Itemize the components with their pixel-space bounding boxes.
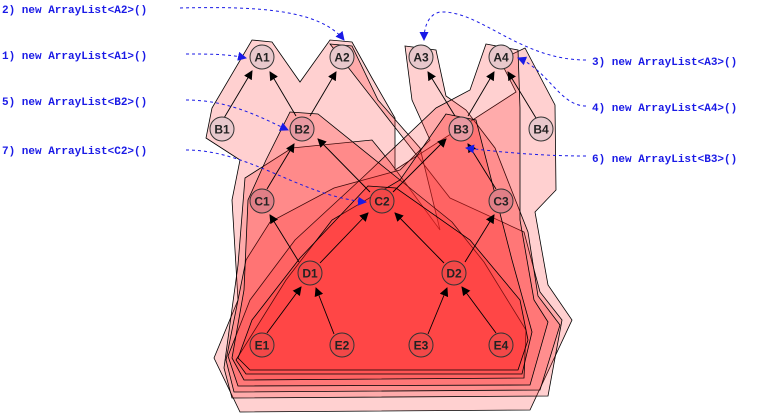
node-a2-label: A2: [334, 51, 350, 65]
call-c2-label: 7) new ArrayList<C2>(): [2, 146, 147, 158]
node-c3: C3: [488, 188, 514, 214]
call-b2: 5) new ArrayList<B2>(): [2, 97, 289, 131]
call-c2: 7) new ArrayList<C2>(): [2, 146, 367, 206]
node-e2-label: E2: [335, 339, 350, 353]
node-c2: C2: [369, 188, 395, 214]
region-a2: [223, 43, 563, 399]
node-e4: E4: [488, 332, 514, 358]
call-a2-label: 2) new ArrayList<A2>(): [2, 5, 147, 17]
node-e1-label: E1: [255, 339, 270, 353]
node-b1: B1: [209, 116, 235, 142]
node-a2: A2: [329, 44, 355, 70]
edge-d1-c2: [319, 212, 369, 264]
call-a2: 2) new ArrayList<A2>(): [2, 5, 345, 41]
call-a4: 4) new ArrayList<A4>(): [517, 56, 737, 115]
node-d1: D1: [297, 260, 323, 286]
edge-b3-a3: [427, 71, 456, 117]
node-e2: E2: [329, 332, 355, 358]
edge-e2-d1: [314, 287, 335, 335]
node-b4: B4: [528, 116, 554, 142]
node-a4-label: A4: [493, 51, 509, 65]
node-d1-label: D1: [302, 267, 318, 281]
node-b2: B2: [289, 116, 315, 142]
call-a4-arrow: [517, 56, 587, 107]
call-a1-arrow: [185, 51, 247, 61]
constructor-calls: 2) new ArrayList<A2>() 1) new ArrayList<…: [2, 5, 737, 206]
edge-d2-c3: [464, 214, 495, 263]
node-e3: E3: [408, 332, 434, 358]
edge-d1-c1: [269, 214, 300, 263]
node-a3-label: A3: [413, 51, 429, 65]
call-a1-label: 1) new ArrayList<A1>(): [2, 51, 147, 63]
node-a3: A3: [408, 44, 434, 70]
call-b3-label: 6) new ArrayList<B3>(): [592, 154, 737, 166]
node-a1-label: A1: [254, 51, 270, 65]
node-c1: C1: [249, 188, 275, 214]
edge-d2-c2: [394, 212, 445, 264]
node-e3-label: E3: [414, 339, 429, 353]
edge-b4-a4: [507, 71, 537, 119]
node-b3: B3: [448, 116, 474, 142]
call-b2-arrow: [185, 99, 289, 131]
lub-regions: [205, 39, 573, 413]
node-d2-label: D2: [446, 267, 462, 281]
region-a3: [225, 45, 561, 393]
type-nodes: A1 A2 A3 A4 B1 B2 B3 B4 C1 C2 C3 D1 D2 E…: [209, 44, 554, 358]
node-c1-label: C1: [254, 195, 270, 209]
edge-c2-b2: [317, 138, 371, 193]
node-b4-label: B4: [533, 123, 549, 137]
node-d2: D2: [441, 260, 467, 286]
node-b1-label: B1: [214, 123, 230, 137]
node-a4: A4: [488, 44, 514, 70]
node-b3-label: B3: [453, 123, 469, 137]
edge-b1-a1: [223, 70, 253, 119]
node-e4-label: E4: [494, 339, 509, 353]
node-a1: A1: [249, 44, 275, 70]
edge-e3-d2: [427, 287, 449, 335]
edge-b2-a1: [269, 71, 297, 117]
edge-e1-d1: [266, 286, 302, 334]
edge-b3-a4: [467, 71, 495, 117]
call-a3: 3) new ArrayList<A3>(): [419, 11, 737, 69]
call-a3-label: 3) new ArrayList<A3>(): [592, 57, 737, 69]
node-c3-label: C3: [493, 195, 509, 209]
call-a1: 1) new ArrayList<A1>(): [2, 51, 247, 63]
node-e1: E1: [249, 332, 275, 358]
edge-c2-b3: [392, 138, 447, 193]
call-a2-arrow: [179, 7, 345, 41]
edge-e4-d2: [461, 286, 497, 334]
edge-c1-b2: [266, 143, 295, 190]
call-b2-label: 5) new ArrayList<B2>(): [2, 97, 147, 109]
node-b2-label: B2: [294, 123, 310, 137]
region-c2: [237, 185, 529, 371]
node-c2-label: C2: [374, 195, 390, 209]
call-a4-label: 4) new ArrayList<A4>(): [592, 103, 737, 115]
call-b3: 6) new ArrayList<B3>(): [465, 144, 737, 166]
call-a3-arrow: [419, 11, 587, 61]
call-b3-arrow: [465, 144, 587, 157]
edge-b2-a2: [309, 71, 337, 117]
call-c2-arrow: [185, 149, 367, 206]
